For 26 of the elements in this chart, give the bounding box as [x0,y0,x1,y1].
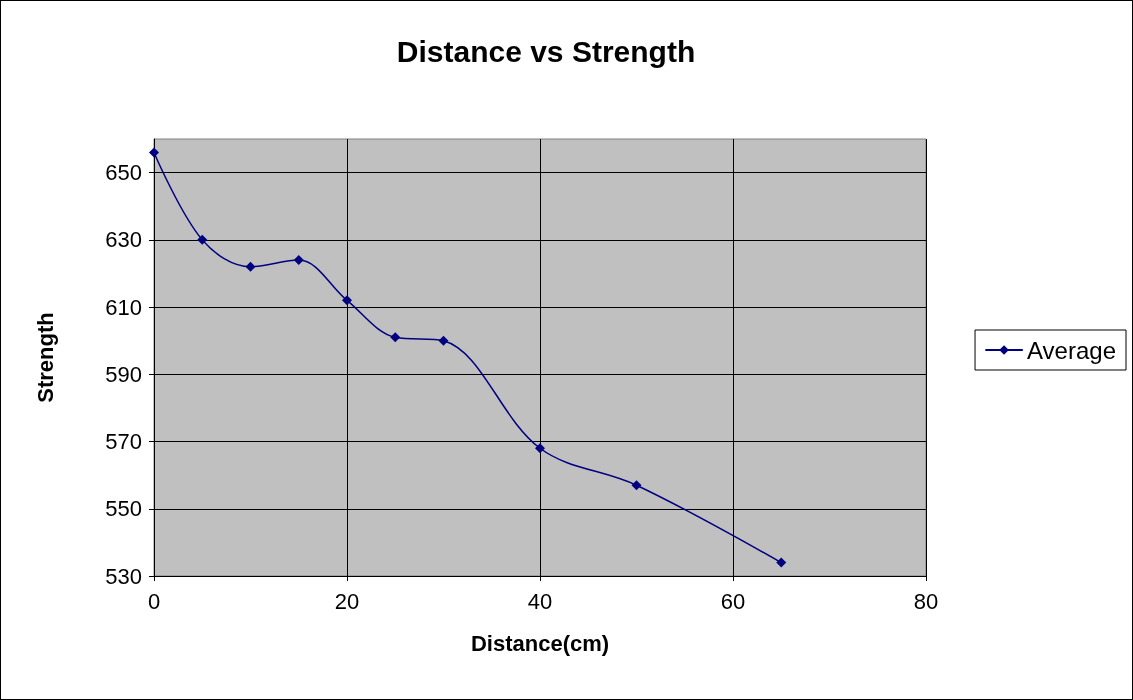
chart-title: Distance vs Strength [396,34,696,68]
point [245,261,256,272]
y-tick-label: 590 [105,361,142,387]
point [197,234,208,245]
point [535,443,545,454]
point [438,335,449,346]
point [776,557,787,568]
x-axis-title: Distance(cm) [470,630,610,656]
x-tick-label: 80 [913,588,939,614]
point [631,480,642,491]
x-tick-label: 60 [720,588,746,614]
y-tick-label: 630 [105,227,142,253]
point [149,147,159,158]
x-tick-label: 20 [334,588,360,614]
y-tick-label: 610 [105,294,142,320]
legend-label: Average [1027,336,1117,364]
x-tick-label: 0 [147,588,161,614]
y-tick-label: 530 [105,563,142,589]
y-tick-label: 550 [105,496,142,522]
x-tick-label: 40 [527,588,553,614]
point [342,295,352,306]
y-axis-title: Strength [32,312,58,403]
y-tick-label: 650 [105,160,142,186]
y-tick-label: 570 [105,429,142,455]
point [390,332,401,343]
point [293,255,304,266]
